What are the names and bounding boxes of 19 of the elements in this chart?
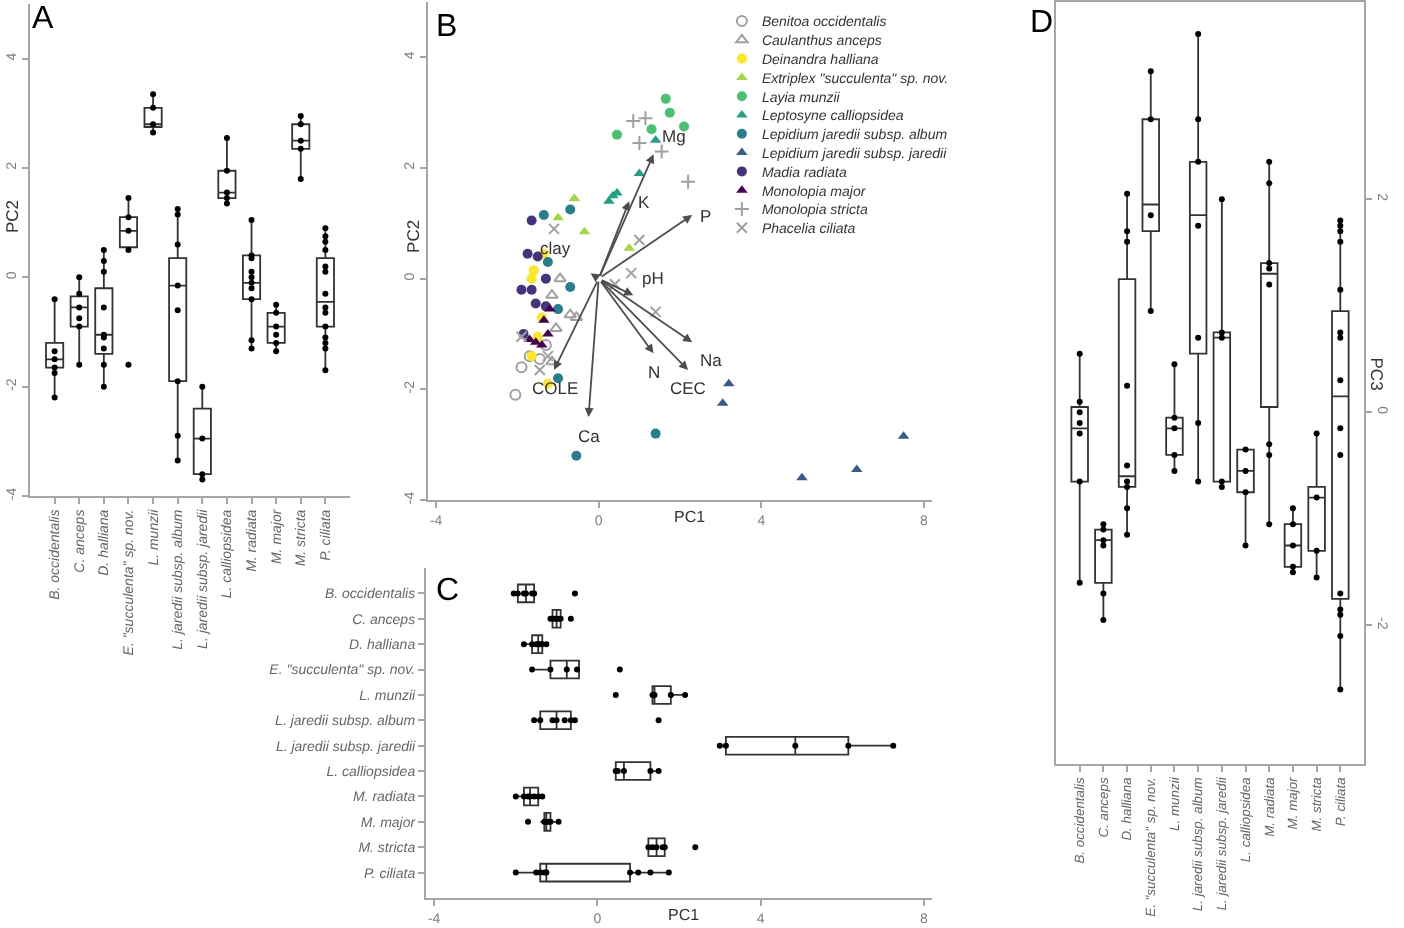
annotation: P — [700, 206, 712, 226]
annotation: K — [638, 192, 650, 212]
annotation: Ca — [578, 426, 601, 446]
y-axis-title: PC3 — [1367, 357, 1388, 392]
annotation: N — [648, 362, 661, 382]
y-axis-title: PC2 — [402, 219, 423, 253]
chart-title: A — [32, 2, 54, 37]
chart-title: D — [1030, 6, 1054, 41]
chart-title: C — [436, 574, 460, 609]
annotation: pH — [642, 268, 664, 288]
x-axis-title: PC1 — [674, 508, 707, 526]
annotation: COLE — [532, 378, 579, 398]
annotation: CEC — [670, 378, 706, 398]
x-axis-title: PC1 — [668, 906, 701, 924]
annotation: clay — [540, 238, 572, 258]
y-axis-title: PC2 — [1, 199, 22, 233]
annotation: Mg — [662, 126, 687, 146]
chart-title: B — [436, 10, 458, 45]
annotation: Na — [700, 350, 723, 370]
